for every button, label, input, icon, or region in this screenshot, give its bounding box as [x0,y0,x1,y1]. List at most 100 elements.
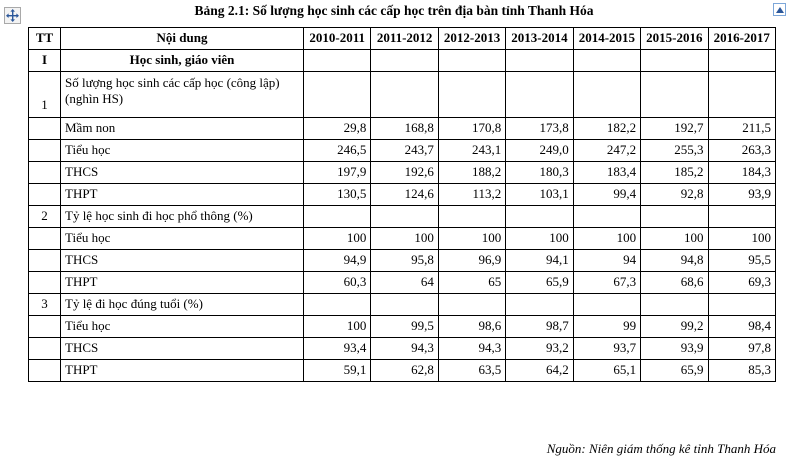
value-cell: 211,5 [707,117,777,140]
value-cell: 68,6 [640,271,709,294]
label-cell: THPT [60,183,304,206]
value-cell: 188,2 [437,161,507,184]
table-header: TT Nội dung 2010-2011 2011-2012 2012-2013 201… [28,27,777,50]
label-cell: Số lượng học sinh các cấp học (công lập)… [60,71,304,118]
value-cell: 62,8 [370,359,439,382]
value-cell: 249,0 [505,139,574,162]
value-cell [437,71,507,118]
value-cell [302,71,372,118]
col-header-year: 2013-2014 [505,27,574,50]
value-cell: 92,8 [640,183,709,206]
value-cell [370,293,439,316]
value-cell [572,71,642,118]
value-cell: 65,9 [640,359,709,382]
value-cell: 100 [640,227,709,250]
table-row: THCS 93,4 94,3 94,3 93,2 93,7 93,9 97,8 [28,337,777,360]
value-cell [572,49,642,72]
value-cell: 246,5 [302,139,372,162]
value-cell: 94,9 [302,249,372,272]
table-resize-handle-icon[interactable] [773,3,786,16]
value-cell: 93,9 [707,183,777,206]
table-row: 1 Số lượng học sinh các cấp học (công lập… [28,71,777,118]
table-row: THPT 130,5 124,6 113,2 103,1 99,4 92,8 93,9 [28,183,777,206]
label-cell: Tiểu học [60,227,304,250]
value-cell: 100 [437,227,507,250]
value-cell: 247,2 [572,139,642,162]
value-cell: 69,3 [707,271,777,294]
value-cell: 168,8 [370,117,439,140]
value-cell [437,205,507,228]
label-cell: Học sinh, giáo viên [60,49,304,72]
value-cell: 98,6 [437,315,507,338]
value-cell [707,71,777,118]
value-cell: 93,2 [505,337,574,360]
value-cell: 243,1 [437,139,507,162]
value-cell: 59,1 [302,359,372,382]
value-cell: 65 [437,271,507,294]
value-cell: 99,4 [572,183,642,206]
value-cell: 100 [370,227,439,250]
value-cell [572,205,642,228]
value-cell: 103,1 [505,183,574,206]
tt-cell [28,161,61,184]
col-header-year: 2014-2015 [572,27,642,50]
value-cell: 263,3 [707,139,777,162]
value-cell: 98,4 [707,315,777,338]
table-row: I Học sinh, giáo viên [28,49,777,72]
tt-cell: 1 [28,71,61,118]
value-cell: 100 [707,227,777,250]
value-cell: 192,7 [640,117,709,140]
value-cell: 100 [302,315,372,338]
tt-cell [28,315,61,338]
value-cell: 64 [370,271,439,294]
value-cell [370,49,439,72]
col-header-tt: TT [28,27,61,50]
tt-cell [28,271,61,294]
value-cell: 63,5 [437,359,507,382]
table-caption: Bảng 2.1: Số lượng học sinh các cấp học … [194,3,594,18]
value-cell [437,293,507,316]
value-cell: 130,5 [302,183,372,206]
label-cell: THCS [60,161,304,184]
value-cell [640,71,709,118]
value-cell: 124,6 [370,183,439,206]
value-cell [640,293,709,316]
table-row: Mầm non 29,8 168,8 170,8 173,8 182,2 192,7 211,… [28,117,777,140]
move-cross-icon [6,9,19,22]
value-cell [572,293,642,316]
value-cell: 192,6 [370,161,439,184]
value-cell [640,205,709,228]
value-cell [437,49,507,72]
value-cell: 95,8 [370,249,439,272]
value-cell: 93,4 [302,337,372,360]
table-row: Tiểu học 246,5 243,7 243,1 249,0 247,2 255,3 26… [28,139,777,162]
resize-arrow-glyph [775,6,784,13]
value-cell [302,293,372,316]
table-move-handle[interactable] [4,7,21,24]
value-cell: 180,3 [505,161,574,184]
value-cell [370,71,439,118]
tt-cell [28,249,61,272]
statistics-table: TT Nội dung 2010-2011 2011-2012 2012-2013 201… [28,27,777,382]
table-row: Tiểu học 100 100 100 100 100 100 100 [28,227,777,250]
value-cell: 64,2 [505,359,574,382]
value-cell [302,205,372,228]
value-cell: 113,2 [437,183,507,206]
value-cell: 197,9 [302,161,372,184]
header-row: TT Nội dung 2010-2011 2011-2012 2012-2013 201… [28,27,777,50]
value-cell: 29,8 [302,117,372,140]
value-cell [302,49,372,72]
value-cell: 100 [302,227,372,250]
value-cell [707,293,777,316]
tt-cell [28,139,61,162]
col-header-year: 2010-2011 [302,27,372,50]
label-cell: THPT [60,271,304,294]
table-row: THCS 94,9 95,8 96,9 94,1 94 94,8 95,5 [28,249,777,272]
value-cell: 65,1 [572,359,642,382]
value-cell: 170,8 [437,117,507,140]
tt-cell: I [28,49,61,72]
label-cell: Tiểu học [60,139,304,162]
value-cell: 85,3 [707,359,777,382]
table-body: I Học sinh, giáo viên 1 Số lượng học sinh c… [28,49,777,382]
table-row: THCS 197,9 192,6 188,2 180,3 183,4 185,2 184,3 [28,161,777,184]
